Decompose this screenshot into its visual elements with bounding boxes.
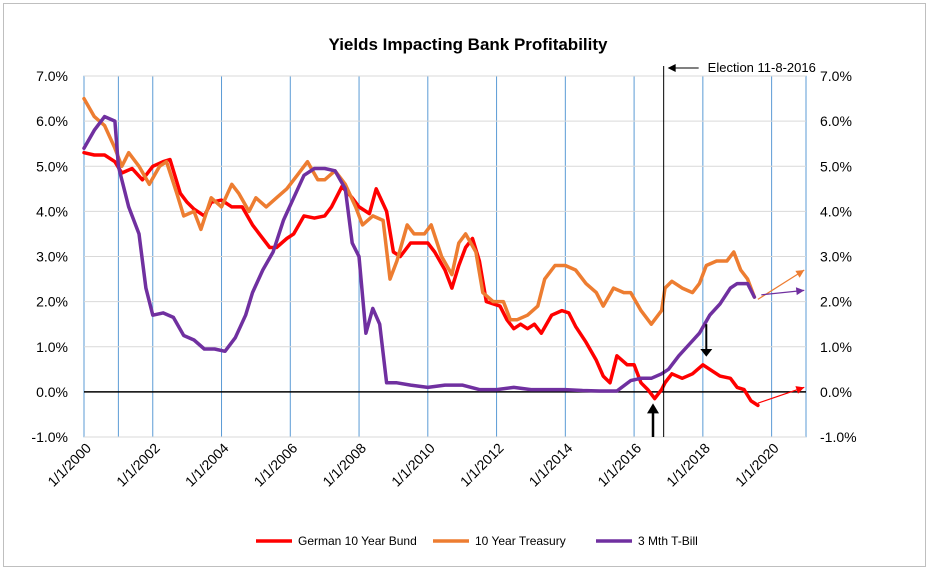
x-tick-label: 1/1/2008 [319, 440, 369, 490]
y-tick-label-right: 2.0% [820, 294, 852, 310]
grid [83, 75, 807, 438]
y-tick-label-left: 3.0% [36, 249, 68, 265]
up-arrowhead [647, 403, 660, 414]
y-tick-label-left: 2.0% [36, 294, 68, 310]
y-tick-label-left: 4.0% [36, 203, 68, 219]
bund-trend-arrow-head [795, 386, 805, 394]
tbill-trend-arrow-head [795, 287, 805, 296]
y-axis-right: -1.0% 0.0% 1.0% 2.0% 3.0% 4.0% 5.0% 6.0% 7.0% [820, 68, 857, 445]
legend-label: German 10 Year Bund [298, 534, 417, 548]
y-tick-label-left: 6.0% [36, 113, 68, 129]
series-line [82, 114, 757, 393]
y-tick-label-right: 5.0% [820, 158, 852, 174]
election-arrowhead [667, 64, 676, 72]
y-tick-label-left: 7.0% [36, 68, 68, 84]
series-line [82, 150, 760, 408]
x-axis: 1/1/2000 1/1/2002 1/1/2004 1/1/2006 1/1/2008… [44, 440, 782, 490]
y-tick-label-right: 0.0% [820, 384, 852, 400]
x-tick-label: 1/1/2000 [44, 440, 94, 490]
x-tick-label: 1/1/2004 [182, 440, 232, 490]
y-tick-label-right: 4.0% [820, 203, 852, 219]
x-tick-label: 1/1/2014 [526, 440, 576, 490]
chart-frame [3, 3, 926, 567]
y-tick-label-left: 1.0% [36, 339, 68, 355]
y-tick-label-right: 3.0% [820, 249, 852, 265]
down-arrowhead [700, 349, 713, 357]
y-tick-label-left: 0.0% [36, 384, 68, 400]
series-line [82, 96, 757, 326]
legend-label: 3 Mth T-Bill [638, 534, 698, 548]
y-tick-label-left: 5.0% [36, 158, 68, 174]
y-axis-left: -1.0% 0.0% 1.0% 2.0% 3.0% 4.0% 5.0% 6.0% 7.0% [31, 68, 68, 445]
y-tick-label-right: 6.0% [820, 113, 852, 129]
legend: German 10 Year Bund 10 Year Treasury 3 Mth… [256, 534, 698, 548]
x-tick-label: 1/1/2012 [457, 440, 507, 490]
y-tick-label-right: 7.0% [820, 68, 852, 84]
x-tick-label: 1/1/2018 [663, 440, 713, 490]
election-label: Election 11-8-2016 [708, 60, 816, 75]
y-tick-label-right: -1.0% [820, 429, 857, 445]
bund-trend-arrow [757, 386, 805, 404]
annotations: Election 11-8-2016 [647, 60, 816, 437]
x-tick-label: 1/1/2006 [251, 440, 301, 490]
chart-title: Yields Impacting Bank Profitability [329, 35, 609, 54]
x-tick-label: 1/1/2020 [732, 440, 782, 490]
y-tick-label-left: -1.0% [31, 429, 68, 445]
x-tick-label: 1/1/2002 [113, 440, 163, 490]
treasury-trend-arrow-head [795, 270, 805, 278]
plot-lines [82, 96, 760, 408]
x-tick-label: 1/1/2016 [594, 440, 644, 490]
x-tick-label: 1/1/2010 [388, 440, 438, 490]
y-tick-label-right: 1.0% [820, 339, 852, 355]
legend-label: 10 Year Treasury [475, 534, 566, 548]
